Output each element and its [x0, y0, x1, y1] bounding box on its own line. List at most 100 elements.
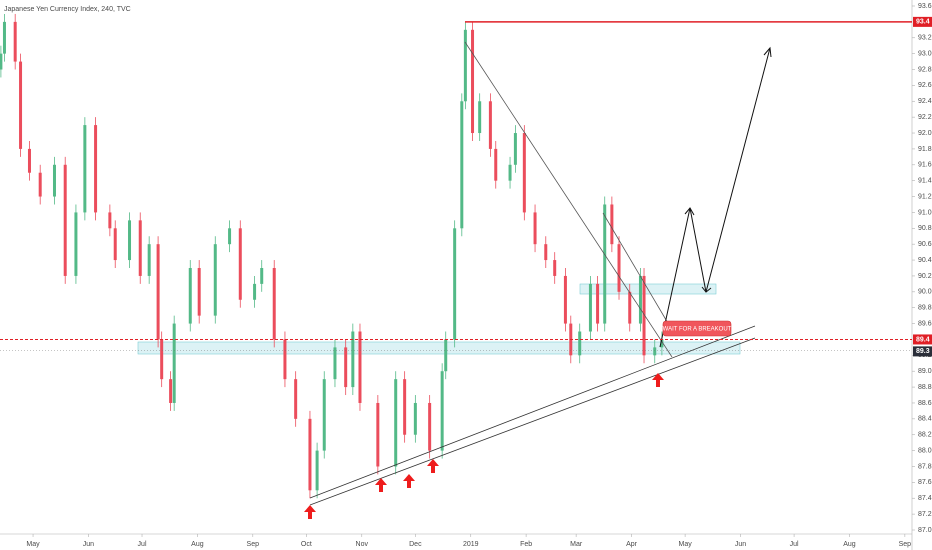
candle-body: [440, 371, 444, 451]
candle-body: [128, 220, 132, 261]
x-tick-label: 2019: [463, 541, 479, 548]
candle-body: [333, 347, 337, 380]
y-tick-label: 89.8: [918, 305, 932, 312]
last-price-label: 89.3: [916, 348, 930, 355]
y-tick-label: 87.6: [918, 479, 932, 486]
x-tick-label: Jul: [138, 541, 147, 548]
price-label: 89.4: [916, 336, 930, 343]
y-tick-label: 89.6: [918, 320, 932, 327]
candle-body: [508, 164, 512, 181]
arrow-head: [763, 46, 772, 58]
signal-arrows: [304, 373, 664, 519]
candle-body: [238, 228, 242, 300]
candle-body: [578, 331, 582, 356]
candle-body: [653, 347, 657, 356]
annotation-box: [662, 320, 732, 337]
candle-body: [2, 21, 6, 54]
last-price-box: [913, 346, 932, 357]
y-tick-label: 90.0: [918, 289, 932, 296]
candle-body: [628, 291, 632, 324]
y-tick-label: 88.6: [918, 400, 932, 407]
candle-body: [444, 339, 448, 372]
candle-body: [596, 283, 600, 324]
y-tick-label: 89.0: [918, 368, 932, 375]
candle-body: [0, 53, 3, 70]
candle-body: [169, 379, 173, 403]
y-tick-label: 90.8: [918, 225, 932, 232]
y-tick-label: 88.0: [918, 447, 932, 454]
y-tick-label: 92.6: [918, 82, 932, 89]
y-tick-label: 87.0: [918, 527, 932, 534]
candle-body: [610, 204, 614, 245]
candle-body: [253, 283, 257, 300]
annotation-text: WAIT FOR A BREAKOUT: [663, 327, 732, 333]
candle-body: [272, 268, 276, 340]
candle-body: [63, 164, 67, 276]
up-arrow: [403, 474, 415, 488]
y-tick-label: 87.8: [918, 463, 932, 470]
candle-body: [660, 339, 664, 348]
candle-body: [138, 220, 142, 276]
candle-body: [563, 275, 567, 324]
x-tick-label: Oct: [301, 541, 312, 548]
candle-body: [638, 275, 642, 324]
candle-body: [344, 347, 348, 388]
candles: [0, 13, 664, 499]
candle-body: [38, 172, 42, 197]
candle-body: [351, 331, 355, 388]
x-tick-label: Apr: [626, 541, 638, 548]
support-zone: [137, 341, 741, 355]
candle-body: [463, 29, 467, 102]
candle-body: [376, 402, 380, 467]
y-tick-label: 90.4: [918, 257, 932, 264]
x-tick-label: Sep: [247, 541, 260, 548]
x-tick-label: Jun: [83, 541, 94, 548]
candle-body: [553, 260, 557, 276]
candle-body: [460, 101, 464, 229]
candle-body: [617, 244, 621, 292]
candle-body: [283, 339, 287, 380]
arrow-head: [701, 286, 712, 293]
x-tick-label: Mar: [570, 541, 583, 548]
candle-body: [315, 450, 319, 491]
candle-body: [642, 275, 646, 356]
candle-body: [108, 212, 112, 229]
candle-body: [428, 402, 432, 451]
candle-body: [513, 133, 517, 165]
candle-body: [403, 379, 407, 435]
trend-line: [309, 337, 756, 506]
candle-body: [213, 244, 217, 316]
candle-body: [228, 228, 232, 245]
up-arrow: [427, 459, 439, 473]
candle-body: [113, 228, 117, 261]
y-tick-label: 93.0: [918, 50, 932, 57]
y-tick-label: 88.4: [918, 416, 932, 423]
y-tick-label: 91.2: [918, 193, 932, 200]
y-tick-label: 93.2: [918, 35, 932, 42]
candle-body: [52, 164, 56, 197]
candle-body: [197, 268, 201, 316]
projection-path: [659, 47, 771, 348]
arrow-head: [684, 207, 695, 216]
x-tick-label: Aug: [191, 541, 204, 548]
x-tick-label: May: [678, 541, 692, 548]
price-label: 93.4: [916, 19, 930, 26]
price-label-box: [913, 16, 932, 27]
candle-body: [322, 379, 326, 451]
candle-body: [413, 402, 417, 435]
up-arrow: [304, 505, 316, 519]
x-tick-label: Nov: [356, 541, 369, 548]
candle-body: [358, 331, 362, 403]
candle-body: [147, 244, 151, 276]
y-tick-label: 91.8: [918, 146, 932, 153]
candle-body: [522, 133, 526, 213]
candle-body: [544, 244, 548, 261]
candle-body: [453, 228, 457, 340]
x-tick-label: Jul: [790, 541, 799, 548]
up-arrow: [375, 478, 387, 492]
y-tick-label: 88.2: [918, 432, 932, 439]
candle-body: [160, 339, 164, 380]
chart-title: Japanese Yen Currency Index, 240, TVC: [4, 6, 131, 13]
y-tick-label: 90.6: [918, 241, 932, 248]
